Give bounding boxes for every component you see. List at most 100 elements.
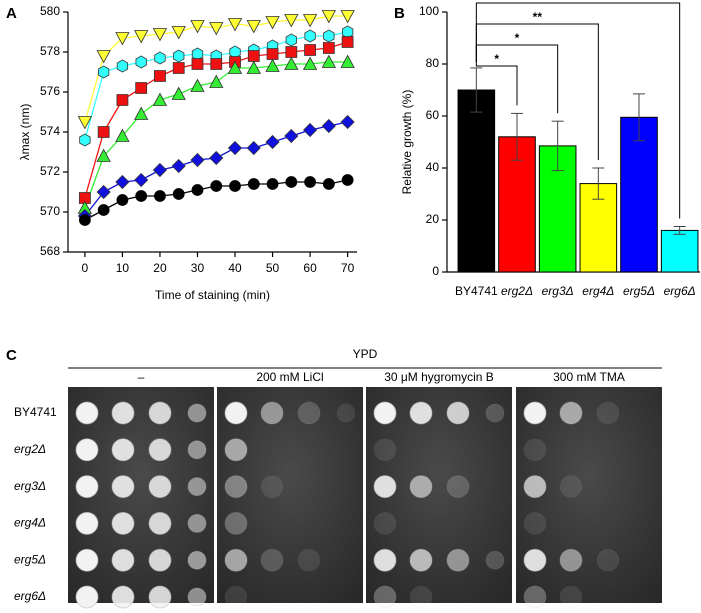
marker	[135, 190, 148, 202]
marker	[227, 60, 243, 74]
marker	[152, 92, 168, 106]
colony-spot	[224, 475, 248, 499]
marker	[152, 162, 168, 178]
colony-spot	[75, 475, 99, 499]
marker	[229, 180, 241, 192]
y-tick-label: 80	[426, 56, 440, 70]
significance-label: *	[515, 31, 520, 45]
marker	[321, 10, 337, 24]
colony-spot	[260, 548, 284, 572]
bar	[660, 229, 699, 273]
marker	[285, 176, 298, 188]
colony-spot	[148, 548, 172, 572]
colony-spot	[446, 401, 470, 425]
marker	[190, 78, 205, 92]
x-tick-label: 0	[82, 261, 89, 275]
colony-spot	[224, 511, 248, 535]
marker	[96, 148, 111, 162]
marker	[171, 158, 186, 174]
y-tick-label: 20	[426, 212, 440, 226]
marker	[340, 114, 355, 130]
colony-spot	[523, 438, 547, 462]
colony-spot	[373, 585, 397, 609]
header: YPD	[353, 347, 378, 361]
panel-label: C	[6, 347, 17, 364]
colony-spot	[559, 548, 583, 572]
colony-spot	[523, 401, 547, 425]
strain-label: erg4Δ	[14, 516, 46, 530]
colony-spot	[111, 401, 135, 425]
colony-spot	[446, 548, 470, 572]
marker	[266, 178, 279, 190]
colony-spot	[75, 438, 99, 462]
marker	[340, 54, 355, 68]
marker	[323, 29, 335, 43]
y-tick-label: 574	[40, 124, 60, 138]
colony-spot	[260, 475, 284, 499]
marker	[77, 116, 93, 130]
marker	[302, 14, 318, 28]
colony-spot	[260, 401, 284, 425]
marker	[190, 152, 205, 168]
marker	[284, 14, 299, 28]
colony-spot	[111, 548, 135, 572]
marker	[209, 22, 224, 36]
colony-spot	[75, 585, 99, 609]
colony-spot	[373, 548, 397, 572]
x-tick-label: 60	[303, 261, 317, 275]
x-tick-label: erg3Δ	[542, 284, 574, 298]
marker	[265, 134, 280, 150]
x-tick-label: 40	[228, 261, 242, 275]
colony-spot	[373, 475, 397, 499]
bar	[620, 116, 658, 273]
marker	[134, 172, 149, 188]
colony-spot	[187, 477, 207, 497]
marker	[302, 56, 318, 70]
marker	[266, 48, 279, 60]
colony-spot	[75, 511, 99, 535]
colony-spot	[559, 475, 583, 499]
y-tick-label: 40	[426, 160, 440, 174]
colony-spot	[523, 475, 547, 499]
marker	[304, 176, 316, 188]
marker	[285, 46, 298, 58]
condition-label: –	[138, 370, 145, 384]
colony-spot	[224, 585, 248, 609]
marker	[322, 178, 335, 190]
marker	[284, 56, 299, 70]
marker	[304, 44, 316, 56]
x-axis-label: Time of staining (min)	[155, 288, 270, 302]
colony-spot	[148, 511, 172, 535]
marker	[134, 30, 149, 44]
marker	[247, 178, 260, 190]
marker	[191, 184, 204, 196]
significance-bracket	[475, 61, 518, 106]
colony-spot	[446, 475, 470, 499]
marker	[97, 204, 110, 216]
marker	[321, 118, 336, 134]
colony-spot	[409, 475, 433, 499]
strain-label: BY4741	[14, 405, 57, 419]
colony-spot	[297, 401, 321, 425]
marker	[321, 54, 337, 68]
marker	[246, 20, 261, 34]
y-tick-label: 578	[40, 44, 60, 58]
bar	[457, 89, 496, 273]
colony-spot	[485, 403, 505, 423]
marker	[265, 16, 280, 30]
marker	[190, 20, 205, 34]
marker	[246, 60, 261, 74]
marker	[209, 150, 224, 166]
marker	[134, 106, 149, 120]
colony-spot	[596, 401, 620, 425]
x-tick-label: 10	[116, 261, 130, 275]
marker	[78, 214, 91, 226]
condition-label: 30 μM hygromycin B	[384, 370, 494, 384]
marker	[304, 29, 316, 43]
marker	[98, 65, 110, 79]
colony-spot	[187, 587, 207, 607]
colony-spot	[224, 401, 248, 425]
colony-spot	[297, 548, 321, 572]
colony-spot	[75, 548, 99, 572]
